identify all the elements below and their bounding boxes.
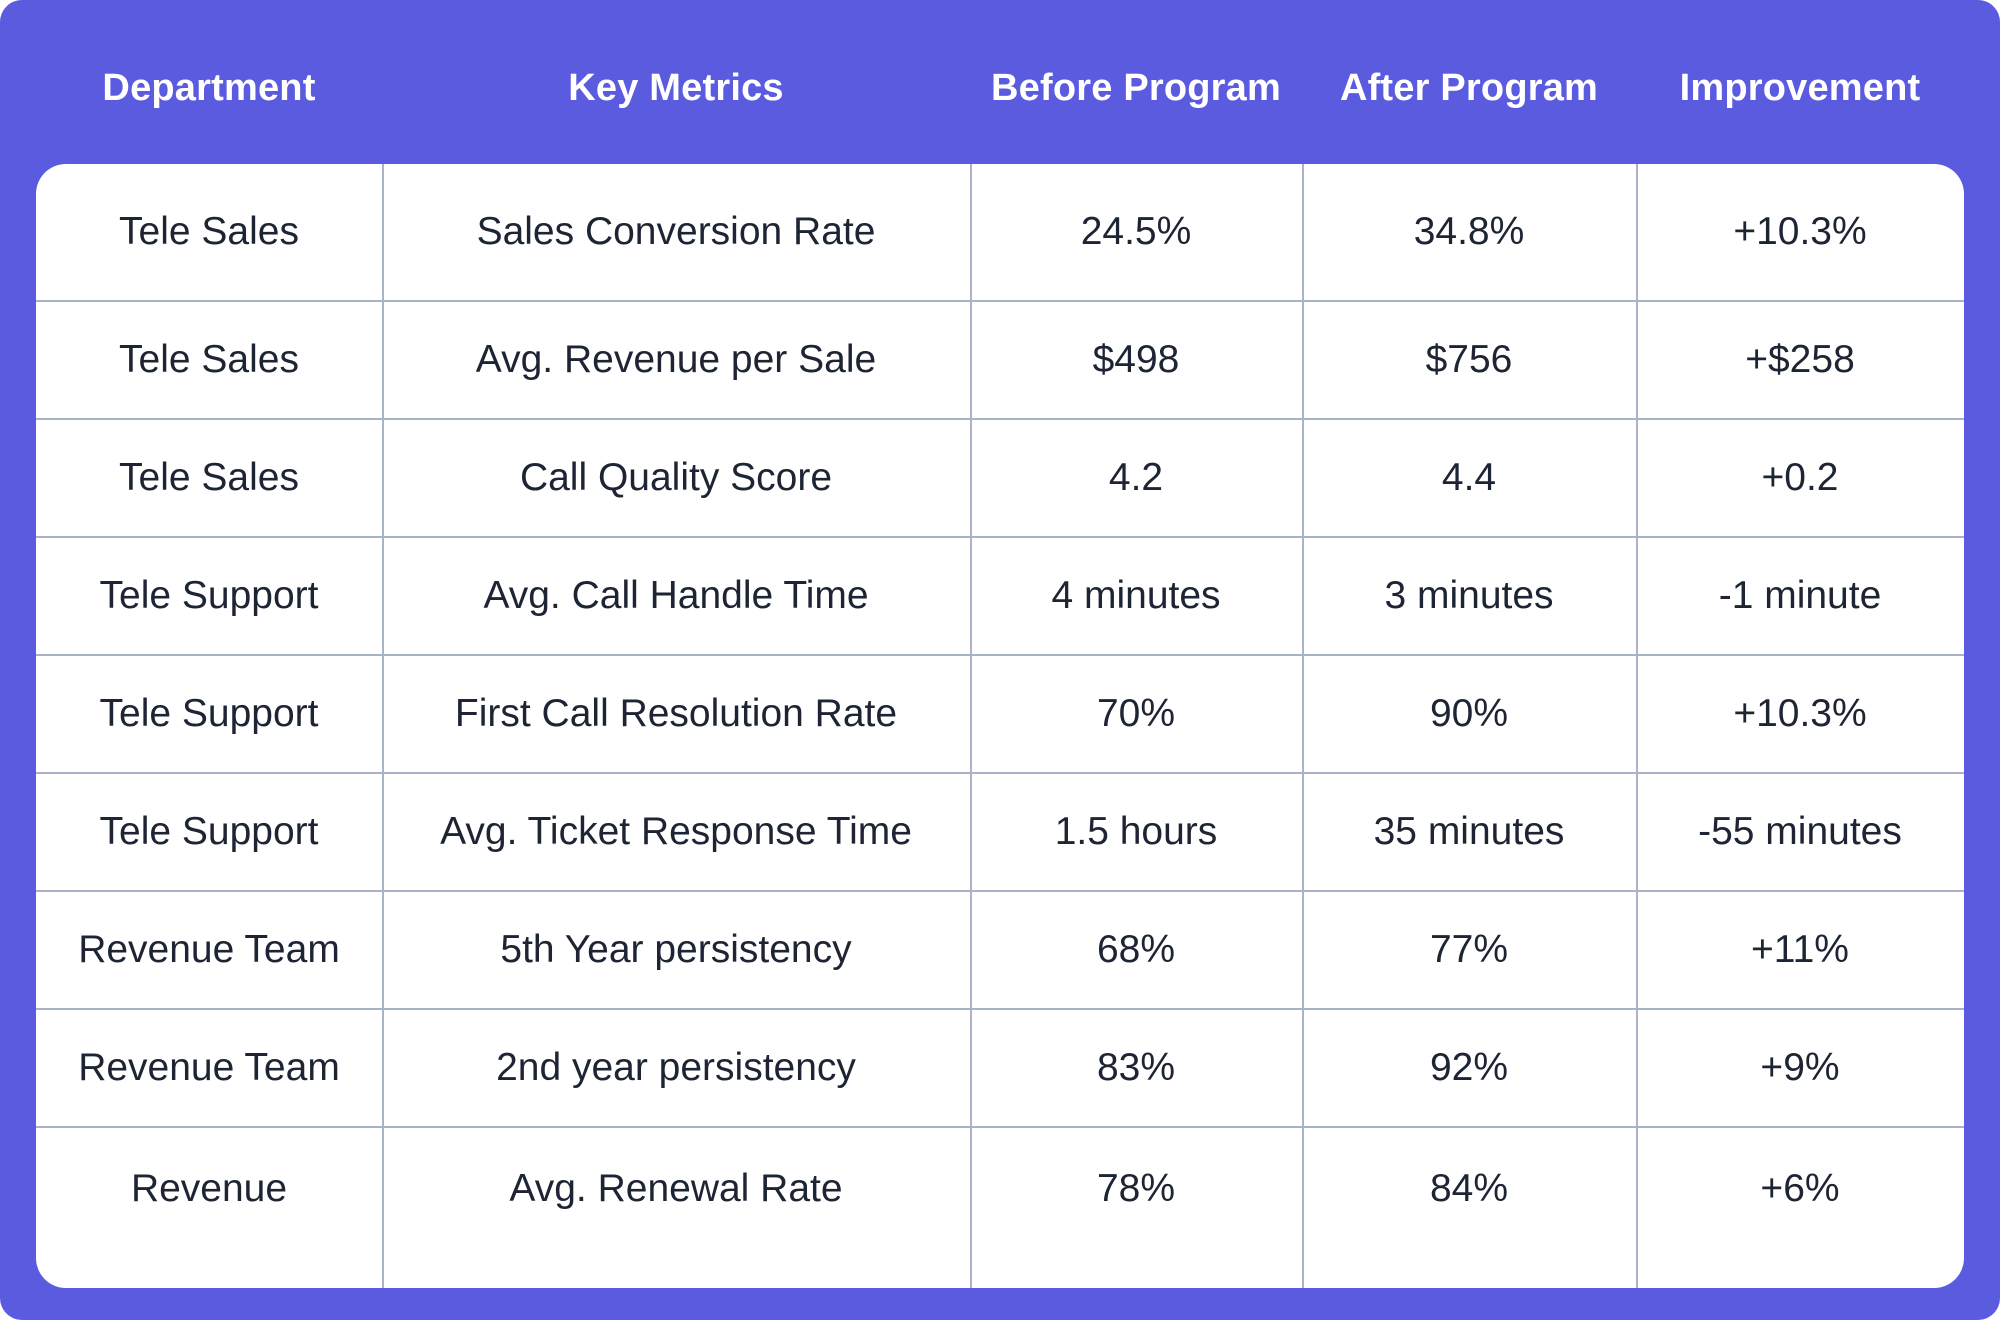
cell-before-program: 70% — [1096, 692, 1176, 735]
column-divider — [970, 164, 972, 1288]
cell-after-program: 90% — [1429, 692, 1509, 735]
table-row: Revenue Avg. Renewal Rate 78% 84% +6% — [36, 1128, 1964, 1288]
cell-after-program: 4.4 — [1441, 456, 1497, 499]
table-header: Department Key Metrics Before Program Af… — [0, 0, 2000, 164]
cell-improvement: +10.3% — [1733, 210, 1867, 253]
cell-key-metric: 2nd year persistency — [496, 1046, 856, 1089]
table-row: Revenue Team 5th Year persistency 68% 77… — [36, 892, 1964, 1010]
cell-department: Tele Support — [99, 692, 319, 735]
table-row: Revenue Team 2nd year persistency 83% 92… — [36, 1010, 1964, 1128]
cell-after-program: $756 — [1425, 338, 1513, 381]
cell-improvement: -55 minutes — [1698, 810, 1902, 853]
table-row: Tele Sales Avg. Revenue per Sale $498 $7… — [36, 302, 1964, 420]
cell-after-program: 77% — [1429, 928, 1509, 971]
cell-department: Revenue Team — [78, 1046, 340, 1089]
cell-key-metric: Avg. Call Handle Time — [483, 574, 869, 617]
cell-department: Tele Support — [99, 574, 319, 617]
cell-department: Tele Support — [99, 810, 319, 853]
cell-after-program: 35 minutes — [1373, 810, 1565, 853]
cell-before-program: 68% — [1096, 928, 1176, 971]
cell-department: Revenue Team — [78, 928, 340, 971]
cell-key-metric: Avg. Revenue per Sale — [475, 338, 877, 381]
header-improvement: Improvement — [1679, 66, 1921, 109]
cell-key-metric: 5th Year persistency — [500, 928, 852, 971]
header-department: Department — [102, 66, 316, 109]
cell-improvement: +11% — [1751, 928, 1849, 971]
cell-improvement: +10.3% — [1733, 692, 1867, 735]
header-before-program: Before Program — [991, 66, 1281, 109]
header-after-program: After Program — [1339, 66, 1599, 109]
table-row: Tele Support Avg. Ticket Response Time 1… — [36, 774, 1964, 892]
cell-after-program: 3 minutes — [1384, 574, 1554, 617]
header-key-metrics: Key Metrics — [568, 66, 784, 109]
cell-key-metric: Call Quality Score — [519, 456, 833, 499]
cell-before-program: 1.5 hours — [1054, 810, 1218, 853]
cell-key-metric: Avg. Ticket Response Time — [440, 810, 912, 853]
column-divider — [382, 164, 384, 1288]
cell-improvement: +9% — [1760, 1046, 1840, 1089]
cell-after-program: 92% — [1429, 1046, 1509, 1089]
cell-improvement: +6% — [1760, 1167, 1840, 1210]
cell-key-metric: First Call Resolution Rate — [454, 692, 898, 735]
cell-improvement: +0.2 — [1761, 456, 1839, 499]
column-divider — [1636, 164, 1638, 1288]
cell-department: Tele Sales — [119, 338, 299, 381]
cell-after-program: 34.8% — [1413, 210, 1525, 253]
cell-before-program: 24.5% — [1080, 210, 1192, 253]
table-row: Tele Sales Call Quality Score 4.2 4.4 +0… — [36, 420, 1964, 538]
column-divider — [1302, 164, 1304, 1288]
cell-before-program: 4 minutes — [1051, 574, 1221, 617]
cell-before-program: $498 — [1092, 338, 1180, 381]
cell-improvement: -1 minute — [1718, 574, 1882, 617]
cell-department: Revenue — [130, 1167, 288, 1210]
cell-department: Tele Sales — [119, 456, 299, 499]
table-row: Tele Support First Call Resolution Rate … — [36, 656, 1964, 774]
cell-key-metric: Avg. Renewal Rate — [509, 1167, 843, 1210]
cell-before-program: 78% — [1096, 1167, 1176, 1210]
cell-before-program: 83% — [1096, 1046, 1176, 1089]
cell-key-metric: Sales Conversion Rate — [476, 210, 876, 253]
cell-improvement: +$258 — [1745, 338, 1855, 381]
table-body: Tele Sales Sales Conversion Rate 24.5% 3… — [36, 164, 1964, 1288]
cell-before-program: 4.2 — [1108, 456, 1164, 499]
cell-department: Tele Sales — [119, 210, 299, 253]
table-row: Tele Sales Sales Conversion Rate 24.5% 3… — [36, 164, 1964, 302]
table-row: Tele Support Avg. Call Handle Time 4 min… — [36, 538, 1964, 656]
cell-after-program: 84% — [1429, 1167, 1509, 1210]
